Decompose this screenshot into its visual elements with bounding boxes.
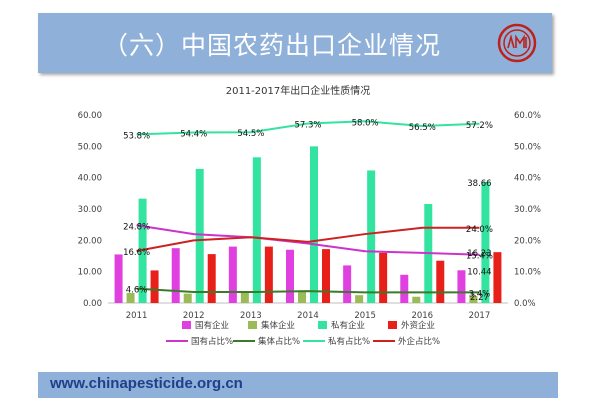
data-label: 58.0%: [352, 118, 379, 128]
data-label: 56.5%: [409, 123, 436, 133]
data-label: 53.8%: [123, 131, 150, 141]
series-line: [136, 224, 480, 256]
x-tick-label: 2011: [126, 311, 148, 321]
bar: [343, 265, 352, 303]
bar: [114, 254, 123, 303]
data-label: 4.6%: [126, 286, 148, 296]
data-label: 57.3%: [294, 120, 321, 130]
y-left-tick-label: 30.00: [78, 205, 102, 215]
y-right-tick-label: 60.0%: [514, 111, 541, 121]
data-label: 3.4%: [469, 289, 491, 299]
page-title: （六）中国农药出口企业情况: [103, 31, 442, 60]
bar: [436, 260, 445, 303]
legend-label: 外企占比%: [398, 336, 440, 347]
series-line: [136, 287, 480, 294]
y-left-tick-label: 10.00: [78, 268, 102, 278]
bar: [379, 252, 388, 303]
bar: [228, 246, 237, 303]
data-label: 38.66: [467, 179, 491, 189]
bar: [400, 274, 409, 303]
legend-label: 国有占比%: [191, 336, 233, 347]
x-tick-label: 2017: [469, 311, 491, 321]
y-right-tick-label: 0.0%: [514, 299, 536, 309]
bar: [322, 249, 330, 303]
data-label: 16.6%: [123, 248, 150, 258]
y-left-tick-label: 60.00: [78, 111, 102, 121]
data-label: 24.0%: [466, 225, 493, 235]
x-tick-label: 2016: [411, 311, 433, 321]
bar: [481, 181, 490, 303]
series-line: [136, 226, 480, 252]
legend-label: 外资企业: [401, 320, 435, 331]
data-label: 15.4%: [466, 252, 493, 262]
y-left-tick-label: 40.00: [78, 174, 102, 184]
bar: [493, 252, 502, 303]
legend-label: 集体占比%: [258, 336, 300, 347]
legend-swatch: [318, 321, 327, 329]
bar: [469, 295, 478, 303]
bar: [457, 270, 466, 303]
bar: [207, 254, 216, 303]
data-label: 57.2%: [466, 121, 493, 131]
data-label: 10.44: [467, 267, 491, 277]
y-right-tick-label: 40.0%: [514, 174, 541, 184]
bar: [252, 157, 261, 303]
y-right-tick-label: 50.0%: [514, 142, 541, 152]
legend-swatch: [248, 321, 257, 329]
bar: [355, 295, 364, 303]
bar: [150, 270, 159, 303]
logo-icon: [497, 23, 537, 63]
legend-label: 集体企业: [261, 320, 295, 331]
bar: [412, 296, 421, 303]
data-label: 54.5%: [237, 129, 264, 139]
legend-label: 私有占比%: [328, 336, 370, 347]
bar: [264, 246, 273, 303]
data-label: 54.4%: [180, 130, 207, 140]
y-right-tick-label: 10.0%: [514, 268, 541, 278]
y-left-tick-label: 50.00: [78, 142, 102, 152]
x-tick-label: 2013: [240, 311, 262, 321]
y-right-tick-label: 20.0%: [514, 236, 541, 246]
footer-url[interactable]: www.chinapesticide.org.cn: [50, 375, 243, 392]
legend-swatch: [182, 321, 191, 329]
bar: [183, 293, 192, 303]
bar: [367, 170, 376, 303]
x-tick-label: 2012: [183, 311, 205, 321]
legend-label: 国有企业: [195, 320, 229, 331]
enterprise-nature-chart: 2011-2017年出口企业性质情况 0.00 10.00 20.00 30.00 40…: [78, 84, 541, 347]
bar: [310, 146, 318, 303]
x-tick-label: 2014: [297, 311, 319, 321]
bar: [195, 168, 204, 303]
y-left-tick-label: 0.00: [83, 299, 102, 309]
legend-label: 私有企业: [331, 320, 365, 331]
data-label: 16.23: [467, 249, 491, 259]
bar: [240, 292, 249, 303]
x-tick-label: 2015: [354, 311, 376, 321]
data-label: 2.27: [470, 293, 489, 303]
footer-banner: www.chinapesticide.org.cn: [38, 372, 558, 398]
legend-swatch: [388, 321, 397, 329]
bar: [126, 292, 135, 303]
data-label: 24.8%: [123, 222, 150, 232]
chart-title: 2011-2017年出口企业性质情况: [226, 84, 371, 97]
title-banner: （六）中国农药出口企业情况: [38, 13, 552, 73]
y-left-tick-label: 20.00: [78, 236, 102, 246]
bar: [298, 292, 306, 303]
bar: [171, 248, 180, 303]
series-line: [136, 120, 480, 136]
bar: [286, 249, 294, 303]
y-right-tick-label: 30.0%: [514, 205, 541, 215]
